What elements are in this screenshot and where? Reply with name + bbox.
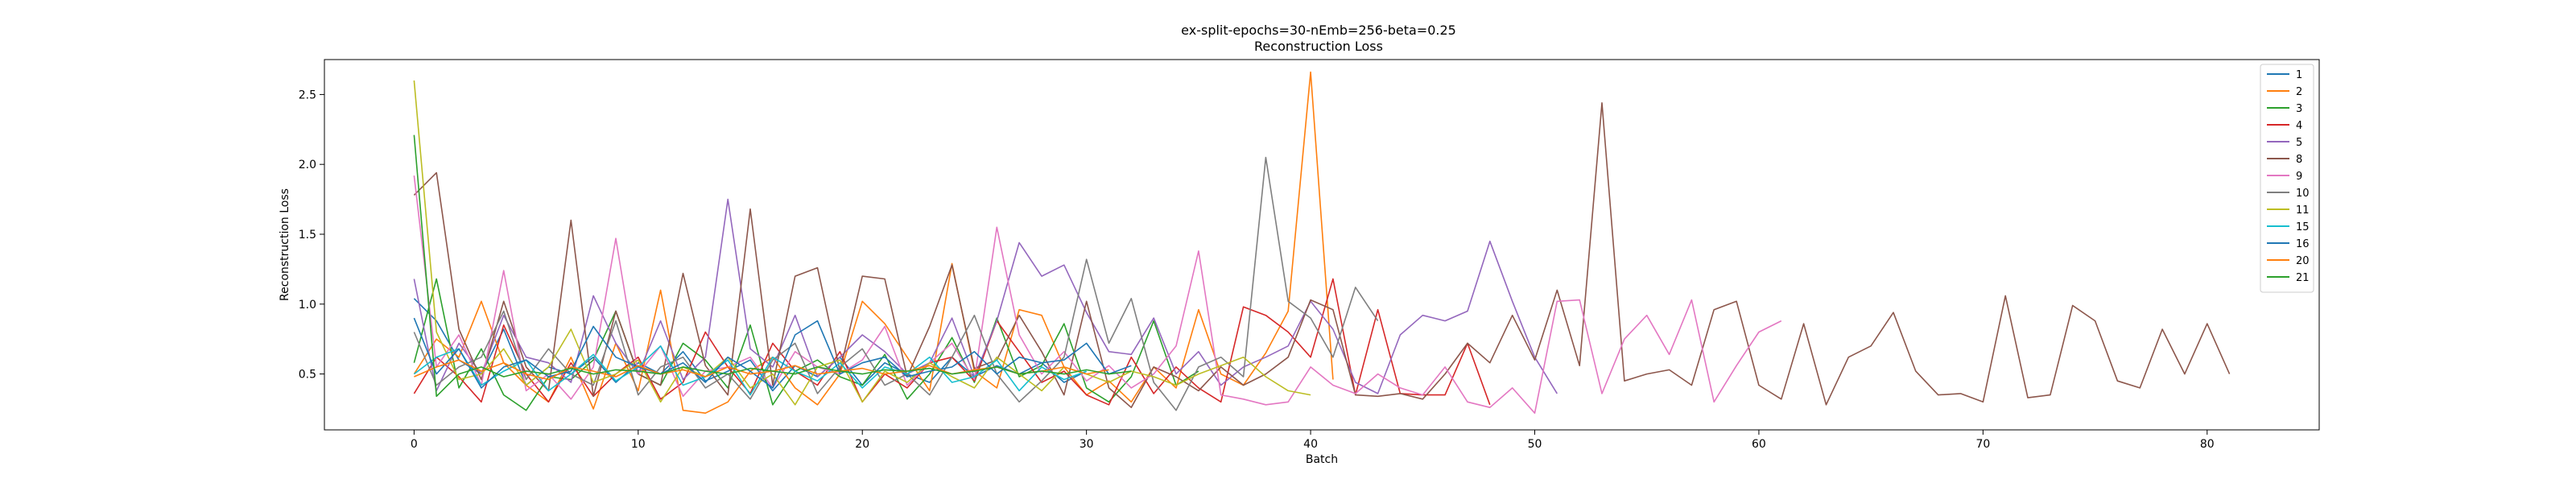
x-tick-label: 80 [2200,438,2215,451]
x-tick-label: 70 [1975,438,1990,451]
x-axis: 0 10 20 30 40 50 60 70 80 [411,430,2215,451]
x-tick-label: 40 [1303,438,1318,451]
legend-entry: 15 [2296,221,2310,233]
legend-entry: 3 [2296,103,2302,115]
legend-entry: 1 [2296,69,2302,81]
series-lines [413,71,2231,415]
chart-title: ex-split-epochs=30-nEmb=256-beta=0.25 [1181,23,1456,38]
legend-entry: 10 [2296,188,2310,200]
legend: 1 2 3 4 5 8 9 10 11 15 16 20 21 [2260,64,2314,293]
y-tick-label: 0.5 [299,369,316,382]
legend-entry: 16 [2296,238,2310,250]
legend-box [2260,64,2314,293]
series-line-21 [413,134,1132,398]
series-line-5 [413,198,1558,394]
series-line-3 [413,278,1199,411]
y-axis: 0.5 1.0 1.5 2.0 2.5 [299,89,324,382]
y-tick-label: 1.0 [299,299,316,312]
x-tick-label: 30 [1080,438,1094,451]
chart-subtitle: Reconstruction Loss [1254,39,1383,54]
legend-entry: 4 [2296,120,2302,132]
legend-entry: 9 [2296,171,2302,183]
x-tick-label: 0 [411,438,418,451]
x-tick-label: 20 [855,438,869,451]
legend-entry: 21 [2296,272,2310,284]
x-tick-label: 10 [631,438,646,451]
y-tick-label: 2.0 [299,159,316,171]
legend-entry: 5 [2296,137,2302,149]
series-line-11 [413,80,1311,406]
series-line-16 [413,317,1132,389]
x-tick-label: 60 [1752,438,1766,451]
x-axis-label: Batch [1306,453,1338,466]
y-tick-label: 1.5 [299,229,316,242]
legend-entry: 20 [2296,255,2310,267]
y-axis-label: Reconstruction Loss [279,188,291,301]
series-line-2 [413,71,1334,415]
x-tick-label: 50 [1528,438,1542,451]
y-tick-label: 2.5 [299,89,316,101]
plot-area [324,59,2320,431]
legend-entry: 2 [2296,86,2302,98]
legend-entry: 11 [2296,204,2310,217]
legend-entry: 8 [2296,154,2302,166]
series-line-10 [413,156,1379,411]
series-line-9 [413,175,1782,415]
